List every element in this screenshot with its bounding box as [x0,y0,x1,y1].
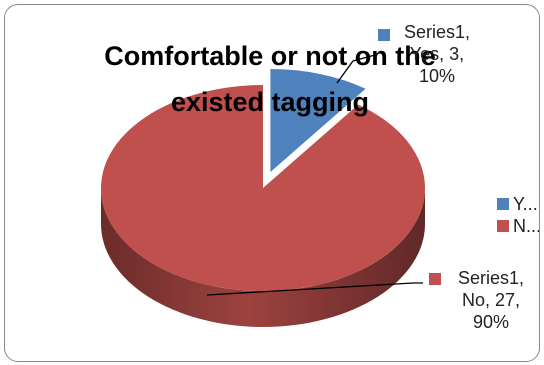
legend-entry-yes: Y... [497,193,539,215]
legend-swatch-no [497,220,509,232]
data-label-yes-line-3: 10% [418,66,456,86]
data-label-yes: Series1, Yes, 3, 10% [389,21,485,87]
pie-slice-side-no [101,188,425,327]
pie-slice-no [101,85,425,291]
leader-line-yes [336,54,376,84]
data-label-no: Series1, No, 27, 90% [439,267,539,333]
chart-area: Comfortable or not on the existed taggin… [4,4,540,362]
data-label-no-line-1: Series1, [457,268,525,288]
legend-label-yes: Y... [513,194,538,214]
legend-label-no: N... [513,216,540,236]
data-label-yes-line-2: Yes, 3, [409,44,465,64]
legend: Y... N... [497,193,540,237]
data-label-no-line-2: No, 27, [461,290,521,310]
data-label-swatch-yes [378,29,390,41]
data-label-no-line-3: 90% [472,312,510,332]
pie-slice-yes [270,69,366,173]
leader-line-no [206,282,423,296]
legend-swatch-yes [497,198,509,210]
chart-title-line-2: existed tagging [170,87,370,117]
data-label-yes-line-1: Series1, [403,22,471,42]
pie-chart [101,54,425,327]
legend-entry-no: N... [497,215,540,237]
data-label-swatch-no [429,273,441,285]
chart-title-line-1: Comfortable or not on the [104,41,436,71]
